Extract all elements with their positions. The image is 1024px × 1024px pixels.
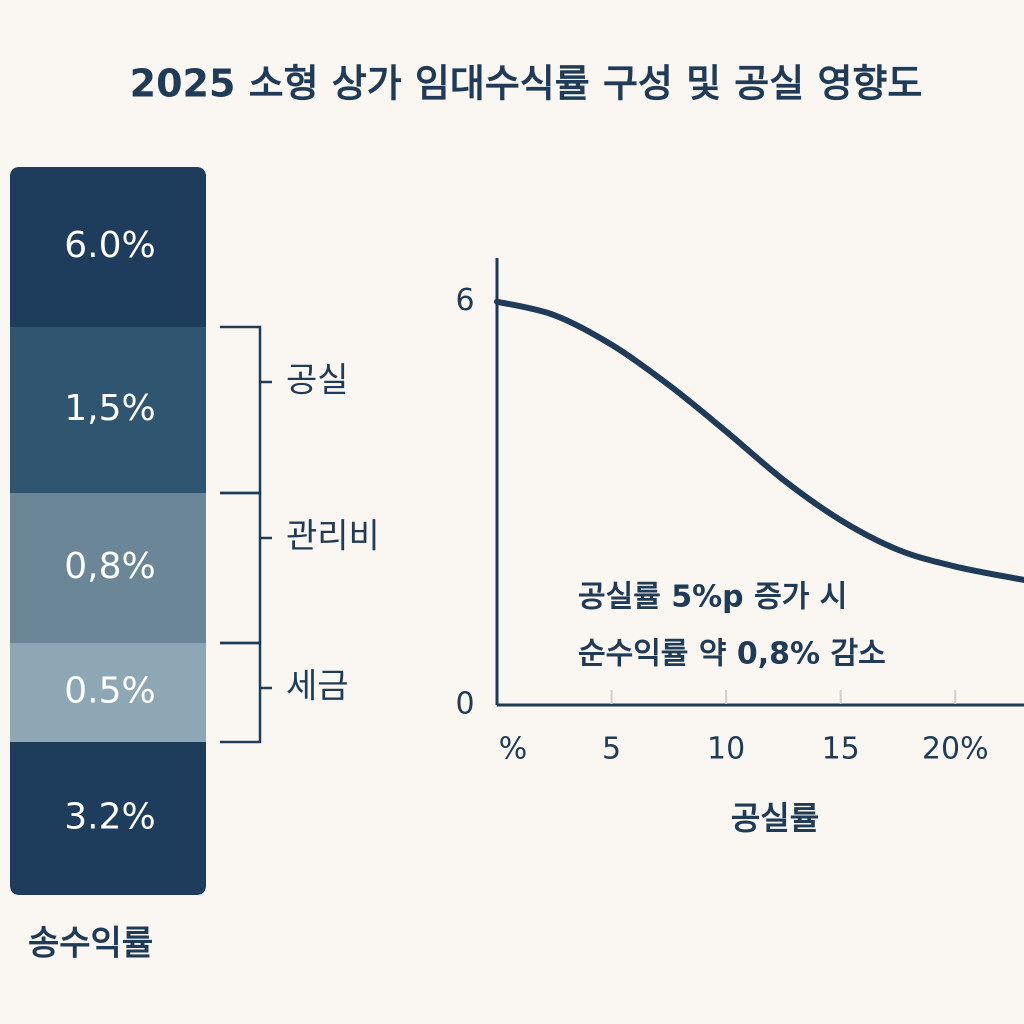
bracket (220, 641, 272, 744)
title: 2025 소형 상가 임대수식률 구성 및 공실 영향도 (130, 62, 923, 106)
segment (10, 742, 206, 895)
bracket-label: 공실 (286, 361, 349, 401)
caption: 송수익률 (28, 924, 153, 964)
line (494, 298, 1024, 583)
brackets (220, 325, 272, 744)
y-tick-label: 6 (455, 283, 474, 318)
segment-label: 0,8% (64, 546, 155, 587)
segment (10, 167, 206, 327)
segment-label: 6.0% (64, 225, 155, 266)
segment (10, 327, 206, 493)
segment-label: 3.2% (64, 797, 155, 838)
breakdown: 6.0% 1,5% 0,8% 0.5% 3.2% (10, 167, 206, 895)
segment (10, 493, 206, 643)
y-tick-label: 0 (455, 687, 474, 722)
x-tick-label: 15 (822, 732, 860, 767)
bracket-label: 세금 (286, 667, 349, 707)
x-tick-label: % (499, 732, 528, 767)
segment-label: 1,5% (64, 388, 155, 429)
x-axis-label: 공실률 (731, 799, 819, 837)
annotation: 순수익률 약 0,8% 감소 (578, 637, 886, 672)
x-tick-label: 20% (922, 732, 989, 767)
bracket-label: 관리비 (286, 517, 380, 557)
x-tick-label: 10 (707, 732, 745, 767)
x-tick-label: 5 (602, 732, 621, 767)
annotation: 공실률 5%p 증가 시 (578, 580, 847, 615)
segment (10, 643, 206, 742)
segment-label: 0.5% (64, 671, 155, 712)
